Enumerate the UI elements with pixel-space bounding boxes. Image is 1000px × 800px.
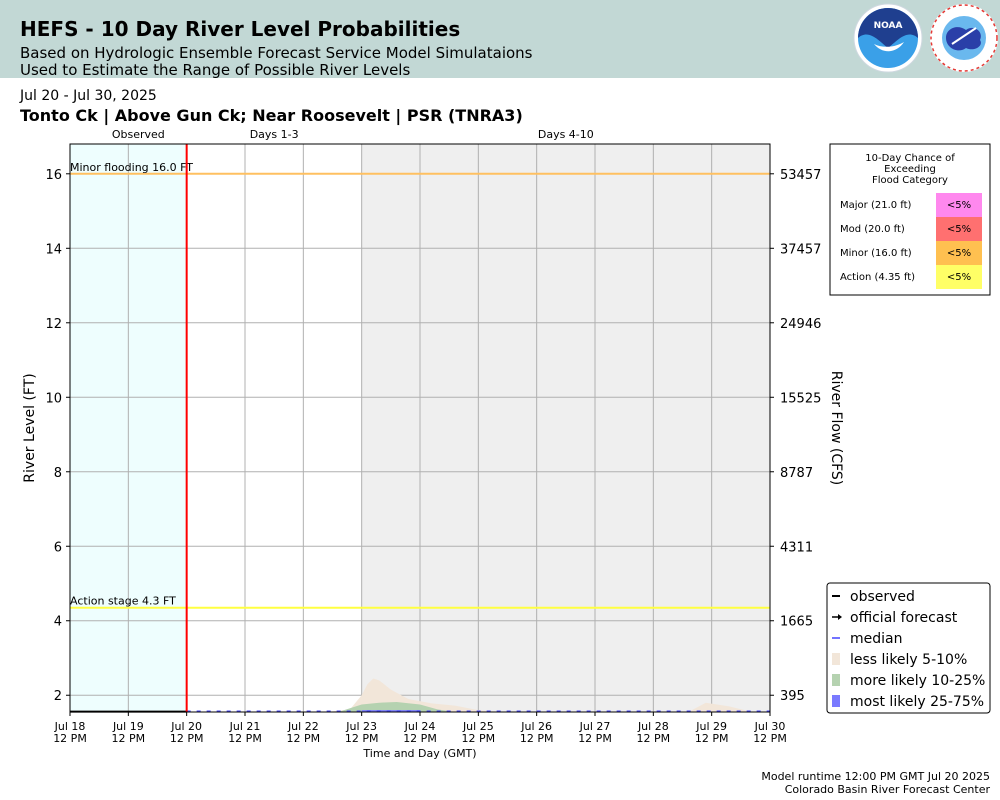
right-tick-label: 395: [780, 689, 805, 704]
legend-label: median: [850, 631, 902, 647]
x-tick-label: Jul 29: [695, 720, 727, 733]
flood-table-title: 10-Day Chance of: [865, 153, 955, 164]
page-subtitle-2: Used to Estimate the Range of Possible R…: [20, 61, 411, 79]
x-tick-sublabel: 12 PM: [578, 732, 612, 745]
legend-swatch: [832, 653, 840, 665]
x-tick-sublabel: 12 PM: [170, 732, 204, 745]
flood-chance-value: <5%: [947, 248, 971, 259]
right-tick-label: 8787: [780, 466, 813, 481]
less-likely-band: [326, 678, 753, 712]
legend-swatch: [832, 695, 840, 707]
flood-table-title: Flood Category: [872, 175, 948, 186]
x-tick-sublabel: 12 PM: [345, 732, 379, 745]
legend-label: more likely 10-25%: [850, 673, 985, 689]
x-tick-sublabel: 12 PM: [53, 732, 87, 745]
y-tick-label: 4: [54, 615, 62, 630]
legend-label: official forecast: [850, 610, 958, 626]
right-tick-label: 1665: [780, 615, 813, 630]
more-likely-band: [338, 701, 455, 712]
x-tick-sublabel: 12 PM: [228, 732, 262, 745]
y-tick-label: 2: [54, 689, 62, 704]
x-tick-label: Jul 25: [462, 720, 494, 733]
right-tick-label: 15525: [780, 391, 821, 406]
right-tick-label: 24946: [780, 317, 821, 332]
x-tick-sublabel: 12 PM: [462, 732, 496, 745]
station-name: Tonto Ck | Above Gun Ck; Near Roosevelt …: [20, 106, 523, 125]
x-tick-label: Jul 26: [520, 720, 552, 733]
legend-swatch: [832, 674, 840, 686]
x-tick-sublabel: 12 PM: [112, 732, 146, 745]
y-axis-label: River Level (FT): [22, 373, 38, 482]
flood-table-title: Exceeding: [884, 164, 936, 175]
flood-category-label: Minor (16.0 ft): [840, 248, 912, 259]
x-axis-label: Time and Day (GMT): [362, 747, 476, 760]
legend-arrow-icon: [838, 614, 842, 620]
legend-label: less likely 5-10%: [850, 652, 967, 668]
period-label: Observed: [112, 128, 165, 141]
y-tick-label: 10: [45, 391, 62, 406]
threshold-label: Minor flooding 16.0 FT: [70, 161, 193, 174]
x-tick-sublabel: 12 PM: [403, 732, 437, 745]
nws-logo-icon: [930, 4, 998, 72]
right-tick-label: 53457: [780, 168, 821, 183]
x-tick-label: Jul 23: [345, 720, 377, 733]
flood-chance-cell: [936, 241, 982, 265]
flood-chance-cell: [936, 265, 982, 289]
threshold-label: Action stage 4.3 FT: [70, 595, 176, 608]
flood-category-label: Action (4.35 ft): [840, 272, 915, 283]
x-tick-sublabel: 12 PM: [637, 732, 671, 745]
flood-chance-value: <5%: [947, 224, 971, 235]
period-label: Days 4-10: [538, 128, 594, 141]
flood-chance-cell: [936, 193, 982, 217]
date-range: Jul 20 - Jul 30, 2025: [20, 88, 157, 104]
flood-chance-cell: [936, 217, 982, 241]
y-tick-label: 12: [45, 317, 62, 332]
y-tick-label: 6: [54, 540, 62, 555]
noaa-logo-icon: NOAA: [853, 3, 923, 73]
x-tick-label: Jul 27: [579, 720, 611, 733]
legend-label: most likely 25-75%: [850, 694, 984, 710]
x-tick-label: Jul 22: [287, 720, 319, 733]
x-tick-label: Jul 20: [170, 720, 202, 733]
legend-label: observed: [850, 589, 915, 605]
period-label: Days 1-3: [250, 128, 299, 141]
right-tick-label: 37457: [780, 242, 821, 257]
page-subtitle-1: Based on Hydrologic Ensemble Forecast Se…: [20, 44, 533, 62]
header-banner: HEFS - 10 Day River Level Probabilities …: [0, 0, 1000, 79]
flood-category-label: Mod (20.0 ft): [840, 224, 905, 235]
y-tick-label: 14: [45, 242, 62, 257]
x-tick-sublabel: 12 PM: [287, 732, 321, 745]
x-tick-sublabel: 12 PM: [753, 732, 787, 745]
model-runtime: Model runtime 12:00 PM GMT Jul 20 2025: [761, 770, 990, 783]
days-4-10-region: [361, 144, 770, 712]
x-tick-label: Jul 21: [229, 720, 261, 733]
noaa-logo-text: NOAA: [874, 21, 903, 31]
x-tick-label: Jul 24: [404, 720, 436, 733]
y-tick-label: 8: [54, 466, 62, 481]
right-tick-label: 4311: [780, 540, 813, 555]
x-tick-label: Jul 28: [637, 720, 669, 733]
x-tick-label: Jul 30: [754, 720, 786, 733]
hefs-chart: Minor flooding 16.0 FT Action stage 4.3 F…: [22, 128, 991, 760]
x-tick-label: Jul 18: [54, 720, 86, 733]
forecast-center: Colorado Basin River Forecast Center: [784, 783, 990, 796]
x-tick-sublabel: 12 PM: [520, 732, 554, 745]
y-axis-label-right: River Flow (CFS): [828, 371, 844, 486]
page-title: HEFS - 10 Day River Level Probabilities: [20, 17, 461, 41]
flood-chance-value: <5%: [947, 200, 971, 211]
legend-box: [826, 582, 991, 714]
x-tick-sublabel: 12 PM: [695, 732, 729, 745]
flood-chance-value: <5%: [947, 272, 971, 283]
flood-category-label: Major (21.0 ft): [840, 200, 912, 211]
x-tick-label: Jul 19: [112, 720, 144, 733]
y-tick-label: 16: [45, 168, 62, 183]
